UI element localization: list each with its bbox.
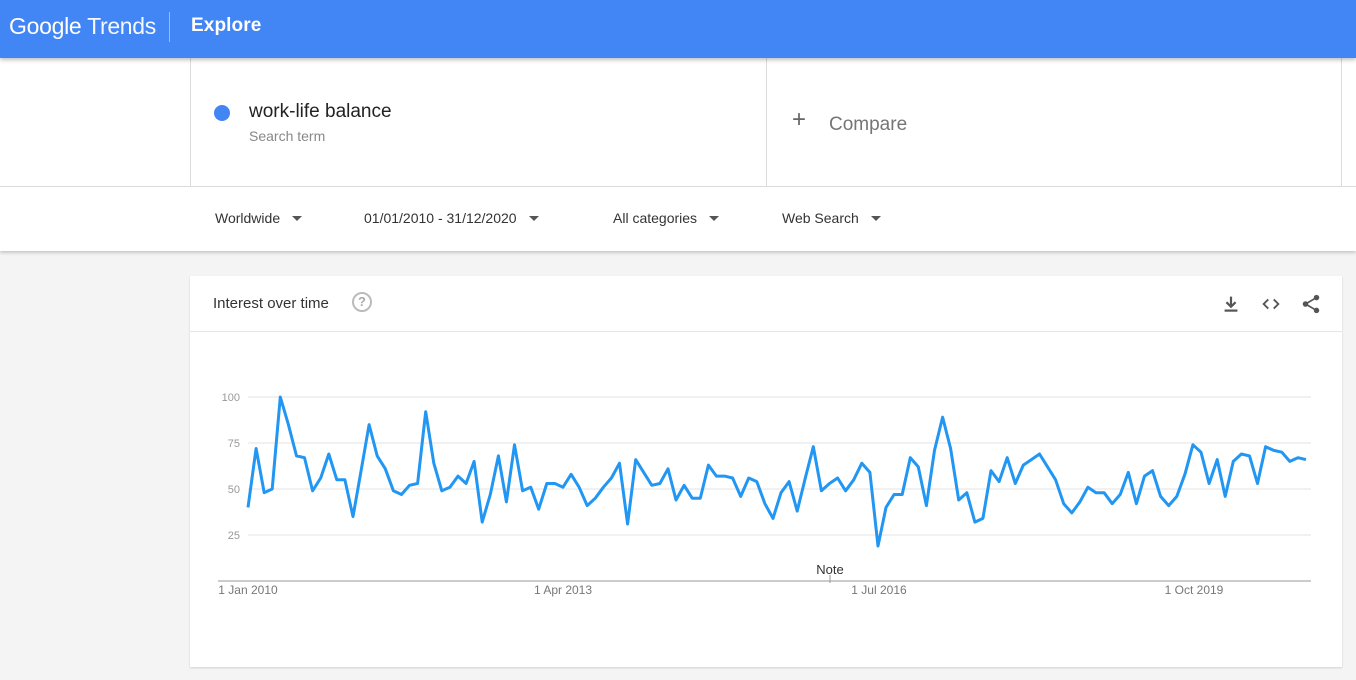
search-type-label: Web Search: [782, 210, 859, 226]
download-icon[interactable]: [1220, 293, 1242, 315]
x-tick-label: 1 Jan 2010: [218, 583, 278, 597]
region-label: Worldwide: [215, 210, 281, 226]
y-tick-label: 100: [222, 392, 240, 404]
share-icon[interactable]: [1300, 293, 1322, 315]
google-trends-logo[interactable]: Google Trends: [9, 13, 156, 40]
y-tick-label: 25: [228, 530, 240, 542]
search-term-name[interactable]: work-life balance: [249, 101, 392, 122]
header-divider: [169, 12, 170, 42]
chevron-down-icon: [528, 215, 539, 221]
x-tick-label: 1 Jul 2016: [851, 583, 907, 597]
y-tick-label: 75: [228, 438, 240, 450]
logo-google-text: Google: [9, 13, 82, 39]
logo-trends-text: Trends: [87, 13, 156, 39]
search-terms-panel: work-life balance Search term + Compare: [0, 58, 1356, 187]
chevron-down-icon: [709, 215, 720, 221]
help-icon[interactable]: ?: [352, 292, 372, 312]
x-tick-label: 1 Apr 2013: [534, 583, 592, 597]
compare-button[interactable]: + Compare: [765, 58, 1342, 186]
date-range-dropdown[interactable]: 01/01/2010 - 31/12/2020: [364, 210, 539, 226]
interest-over-time-card: Interest over time ? 25 50 75 100 1 Jan 2010…: [190, 276, 1342, 667]
category-label: All categories: [613, 210, 698, 226]
search-type-dropdown[interactable]: Web Search: [782, 210, 881, 226]
search-term-type: Search term: [249, 128, 326, 144]
chevron-down-icon: [292, 215, 303, 221]
date-range-label: 01/01/2010 - 31/12/2020: [364, 210, 517, 226]
embed-icon[interactable]: [1260, 293, 1282, 315]
y-tick-label: 50: [228, 484, 240, 496]
series-line: [246, 395, 1307, 548]
note-label: Note: [816, 562, 843, 577]
page-title: Explore: [191, 15, 262, 36]
card-title: Interest over time: [213, 295, 329, 312]
x-tick-label: 1 Oct 2019: [1165, 583, 1224, 597]
search-term-card[interactable]: work-life balance Search term: [190, 58, 767, 186]
plus-icon: +: [792, 106, 807, 133]
category-dropdown[interactable]: All categories: [613, 210, 720, 226]
line-chart-svg: 25 50 75 100 1 Jan 2010 1 Apr 2013 1 Jul 2016 1…: [218, 392, 1311, 597]
top-app-bar: Google Trends Explore: [0, 0, 1356, 58]
chevron-down-icon: [870, 215, 881, 221]
region-dropdown[interactable]: Worldwide: [215, 210, 303, 226]
term-color-dot: [214, 105, 230, 121]
filter-bar: Worldwide 01/01/2010 - 31/12/2020 All ca…: [0, 187, 1356, 251]
interest-chart[interactable]: 25 50 75 100 1 Jan 2010 1 Apr 2013 1 Jul 2016 1…: [190, 331, 1342, 667]
card-header: Interest over time ?: [190, 276, 1342, 332]
compare-label: Compare: [829, 114, 908, 135]
